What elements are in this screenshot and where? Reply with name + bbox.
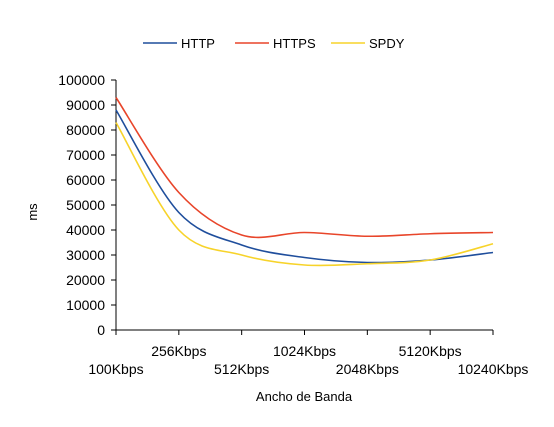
y-tick-label: 30000: [66, 247, 105, 263]
series-line-http: [115, 109, 494, 264]
y-tick-label: 40000: [66, 222, 105, 238]
x-tick-label: 256Kbps: [151, 343, 206, 359]
legend: HTTP HTTPS SPDY: [143, 36, 405, 51]
y-tick-label: 90000: [66, 97, 105, 113]
y-axis-label: ms: [25, 203, 40, 221]
x-tick-label: 5120Kbps: [399, 343, 462, 359]
y-tick-label: 100000: [58, 72, 105, 88]
series-line-https: [115, 97, 494, 239]
y-tick-label: 70000: [66, 147, 105, 163]
legend-label-spdy: SPDY: [369, 36, 405, 51]
y-tick-label: 20000: [66, 272, 105, 288]
x-axis-ticks: 100Kbps 256Kbps 512Kbps1024Kbps2048Kbps512…: [88, 330, 528, 377]
legend-label-https: HTTPS: [273, 36, 316, 51]
x-tick-label: 512Kbps: [214, 361, 269, 377]
x-tick-label: 2048Kbps: [336, 361, 399, 377]
x-tick-label: 1024Kbps: [273, 343, 336, 359]
x-tick-label: 10240Kbps: [458, 361, 529, 377]
y-tick-label: 60000: [66, 172, 105, 188]
y-tick-label: 10000: [66, 297, 105, 313]
y-tick-label: 50000: [66, 197, 105, 213]
y-tick-label: 80000: [66, 122, 105, 138]
y-axis-ticks: 0 10000 20000 30000 40000 50000 60000 70000 8000…: [58, 72, 116, 338]
x-tick-label: 100Kbps: [88, 361, 143, 377]
series-lines: [115, 97, 494, 267]
series-line-spdy: [115, 122, 494, 267]
legend-label-http: HTTP: [181, 36, 215, 51]
x-axis-label: Ancho de Banda: [256, 389, 353, 404]
y-tick-label: 0: [97, 322, 105, 338]
